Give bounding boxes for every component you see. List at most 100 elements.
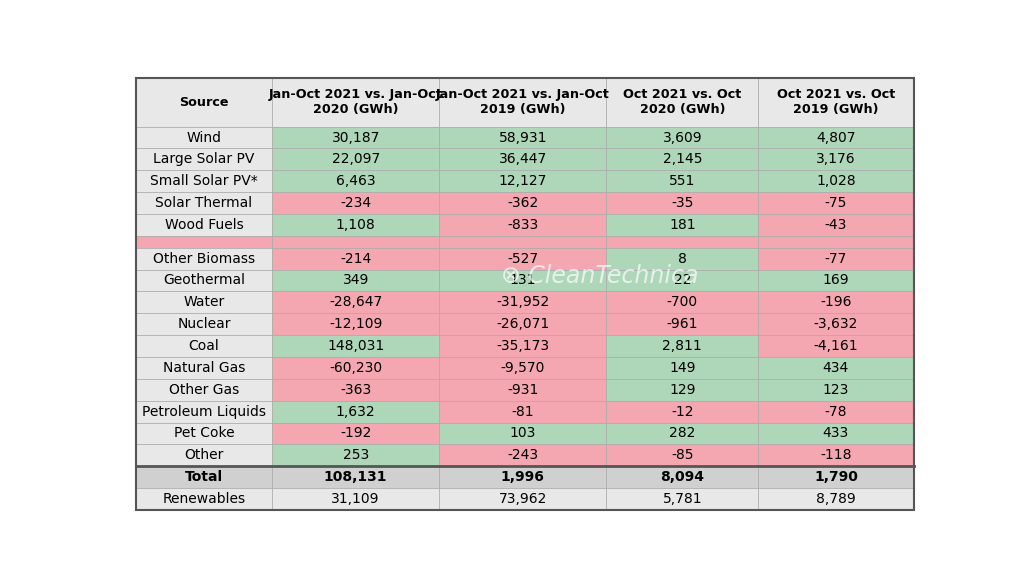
FancyBboxPatch shape bbox=[758, 335, 913, 357]
FancyBboxPatch shape bbox=[272, 78, 439, 127]
FancyBboxPatch shape bbox=[606, 357, 758, 379]
FancyBboxPatch shape bbox=[439, 379, 606, 401]
Text: Renewables: Renewables bbox=[163, 492, 246, 506]
Text: 73,962: 73,962 bbox=[499, 492, 547, 506]
Text: Other: Other bbox=[184, 449, 223, 462]
Text: Oct 2021 vs. Oct
2019 (GWh): Oct 2021 vs. Oct 2019 (GWh) bbox=[777, 88, 895, 116]
Text: -961: -961 bbox=[667, 317, 698, 331]
Text: Coal: Coal bbox=[188, 339, 219, 353]
FancyBboxPatch shape bbox=[136, 171, 272, 192]
FancyBboxPatch shape bbox=[606, 214, 758, 236]
Text: ⊗ CleanTechnica: ⊗ CleanTechnica bbox=[502, 264, 699, 288]
FancyBboxPatch shape bbox=[606, 149, 758, 171]
FancyBboxPatch shape bbox=[136, 192, 272, 214]
FancyBboxPatch shape bbox=[136, 313, 272, 335]
Text: Pet Coke: Pet Coke bbox=[174, 427, 234, 440]
FancyBboxPatch shape bbox=[439, 247, 606, 269]
Text: -9,570: -9,570 bbox=[501, 361, 545, 375]
Text: 8: 8 bbox=[678, 251, 687, 266]
Text: 253: 253 bbox=[342, 449, 369, 462]
FancyBboxPatch shape bbox=[758, 149, 913, 171]
Text: 149: 149 bbox=[669, 361, 695, 375]
Text: 434: 434 bbox=[822, 361, 849, 375]
FancyBboxPatch shape bbox=[606, 466, 758, 488]
FancyBboxPatch shape bbox=[272, 379, 439, 401]
Text: 551: 551 bbox=[669, 174, 695, 188]
Text: -12: -12 bbox=[671, 405, 693, 418]
FancyBboxPatch shape bbox=[272, 335, 439, 357]
Text: 4,807: 4,807 bbox=[816, 131, 856, 144]
FancyBboxPatch shape bbox=[136, 423, 272, 444]
FancyBboxPatch shape bbox=[758, 444, 913, 466]
Text: -243: -243 bbox=[507, 449, 539, 462]
FancyBboxPatch shape bbox=[272, 444, 439, 466]
Text: 1,996: 1,996 bbox=[501, 470, 545, 484]
FancyBboxPatch shape bbox=[439, 488, 606, 510]
Text: -85: -85 bbox=[671, 449, 693, 462]
FancyBboxPatch shape bbox=[136, 466, 272, 488]
FancyBboxPatch shape bbox=[439, 313, 606, 335]
FancyBboxPatch shape bbox=[439, 401, 606, 423]
Text: 1,632: 1,632 bbox=[336, 405, 376, 418]
FancyBboxPatch shape bbox=[758, 171, 913, 192]
Text: Other Biomass: Other Biomass bbox=[153, 251, 255, 266]
Text: 108,131: 108,131 bbox=[324, 470, 387, 484]
FancyBboxPatch shape bbox=[606, 401, 758, 423]
FancyBboxPatch shape bbox=[272, 149, 439, 171]
FancyBboxPatch shape bbox=[136, 247, 272, 269]
FancyBboxPatch shape bbox=[439, 357, 606, 379]
Text: -12,109: -12,109 bbox=[329, 317, 382, 331]
FancyBboxPatch shape bbox=[439, 444, 606, 466]
Text: -362: -362 bbox=[507, 196, 539, 210]
FancyBboxPatch shape bbox=[758, 127, 913, 149]
FancyBboxPatch shape bbox=[439, 335, 606, 357]
FancyBboxPatch shape bbox=[136, 214, 272, 236]
Text: 169: 169 bbox=[822, 273, 849, 287]
Text: 8,094: 8,094 bbox=[660, 470, 705, 484]
Text: -35,173: -35,173 bbox=[497, 339, 550, 353]
FancyBboxPatch shape bbox=[758, 357, 913, 379]
FancyBboxPatch shape bbox=[758, 401, 913, 423]
Text: -118: -118 bbox=[820, 449, 852, 462]
Text: 349: 349 bbox=[342, 273, 369, 287]
Text: -60,230: -60,230 bbox=[329, 361, 382, 375]
Text: -4,161: -4,161 bbox=[814, 339, 858, 353]
Text: Oct 2021 vs. Oct
2020 (GWh): Oct 2021 vs. Oct 2020 (GWh) bbox=[624, 88, 741, 116]
FancyBboxPatch shape bbox=[272, 313, 439, 335]
FancyBboxPatch shape bbox=[136, 291, 272, 313]
FancyBboxPatch shape bbox=[439, 291, 606, 313]
Text: -363: -363 bbox=[340, 383, 372, 397]
FancyBboxPatch shape bbox=[272, 214, 439, 236]
Text: -35: -35 bbox=[671, 196, 693, 210]
Text: 22: 22 bbox=[674, 273, 691, 287]
FancyBboxPatch shape bbox=[758, 192, 913, 214]
Text: Small Solar PV*: Small Solar PV* bbox=[151, 174, 258, 188]
FancyBboxPatch shape bbox=[272, 127, 439, 149]
FancyBboxPatch shape bbox=[136, 335, 272, 357]
FancyBboxPatch shape bbox=[272, 192, 439, 214]
FancyBboxPatch shape bbox=[439, 236, 606, 247]
FancyBboxPatch shape bbox=[439, 171, 606, 192]
Text: 3,176: 3,176 bbox=[816, 153, 856, 166]
FancyBboxPatch shape bbox=[272, 247, 439, 269]
Text: -527: -527 bbox=[507, 251, 539, 266]
Text: 58,931: 58,931 bbox=[499, 131, 547, 144]
FancyBboxPatch shape bbox=[272, 171, 439, 192]
Text: Geothermal: Geothermal bbox=[163, 273, 245, 287]
Text: -77: -77 bbox=[824, 251, 847, 266]
Text: 12,127: 12,127 bbox=[499, 174, 547, 188]
Text: 8,789: 8,789 bbox=[816, 492, 856, 506]
FancyBboxPatch shape bbox=[272, 423, 439, 444]
Text: Solar Thermal: Solar Thermal bbox=[156, 196, 253, 210]
Text: -3,632: -3,632 bbox=[814, 317, 858, 331]
Text: Source: Source bbox=[179, 96, 228, 109]
Text: Jan-Oct 2021 vs. Jan-Oct
2019 (GWh): Jan-Oct 2021 vs. Jan-Oct 2019 (GWh) bbox=[436, 88, 609, 116]
Text: -196: -196 bbox=[820, 295, 852, 309]
Text: Wood Fuels: Wood Fuels bbox=[165, 218, 244, 232]
Text: 129: 129 bbox=[669, 383, 695, 397]
Text: -192: -192 bbox=[340, 427, 372, 440]
Text: Jan-Oct 2021 vs. Jan-Oct
2020 (GWh): Jan-Oct 2021 vs. Jan-Oct 2020 (GWh) bbox=[268, 88, 442, 116]
FancyBboxPatch shape bbox=[272, 291, 439, 313]
FancyBboxPatch shape bbox=[758, 247, 913, 269]
FancyBboxPatch shape bbox=[758, 379, 913, 401]
